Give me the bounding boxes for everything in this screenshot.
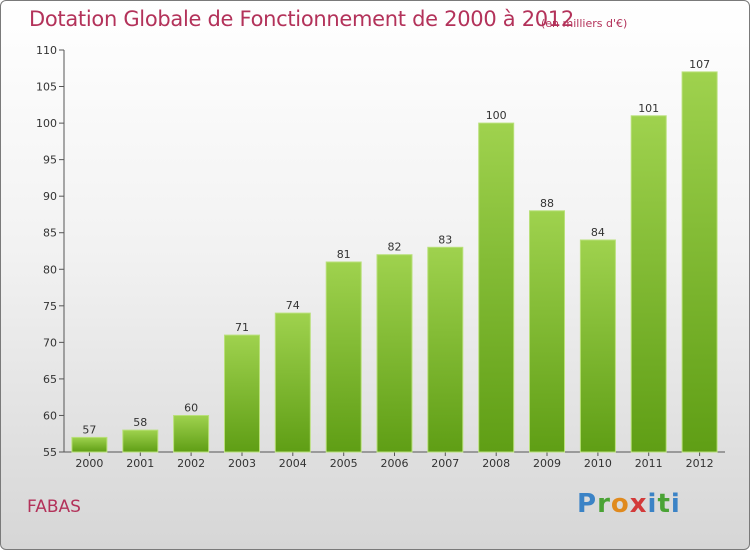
bar-value-label: 84 bbox=[591, 226, 605, 239]
bar-value-label: 83 bbox=[438, 233, 452, 246]
bar-2007 bbox=[427, 246, 464, 453]
bar-value-label: 81 bbox=[337, 248, 351, 261]
bar-2003 bbox=[224, 334, 260, 453]
commune-name: FABAS bbox=[27, 497, 81, 517]
proxiti-logo[interactable]: Proxiti bbox=[577, 489, 681, 519]
bar-value-label: 88 bbox=[540, 197, 554, 210]
bar-2012 bbox=[681, 71, 718, 453]
y-tick-label: 95 bbox=[43, 154, 57, 167]
x-tick-label: 2009 bbox=[533, 457, 561, 470]
x-tick-label: 2012 bbox=[686, 457, 714, 470]
bar-2009 bbox=[529, 210, 565, 453]
bar-value-label: 74 bbox=[286, 299, 300, 312]
bar-2004 bbox=[274, 312, 311, 453]
x-tick-label: 2005 bbox=[330, 457, 358, 470]
y-tick-label: 90 bbox=[43, 190, 57, 203]
x-tick-label: 2002 bbox=[177, 457, 205, 470]
y-tick-label: 105 bbox=[36, 81, 57, 94]
bar-2000 bbox=[71, 436, 108, 453]
bar-2008 bbox=[478, 122, 515, 453]
bar-2002 bbox=[173, 415, 210, 453]
x-tick-label: 2008 bbox=[482, 457, 510, 470]
bar-value-label: 58 bbox=[133, 416, 147, 429]
bar-2001 bbox=[122, 429, 159, 453]
chart-unit: (en milliers d'€) bbox=[541, 17, 628, 30]
y-tick-label: 60 bbox=[43, 409, 57, 422]
x-tick-label: 2000 bbox=[75, 457, 103, 470]
y-tick-label: 70 bbox=[43, 336, 57, 349]
y-tick-label: 65 bbox=[43, 373, 57, 386]
bar-value-label: 100 bbox=[486, 109, 507, 122]
bar-value-label: 60 bbox=[184, 402, 198, 415]
bar-2011 bbox=[630, 115, 667, 453]
bar-2005 bbox=[325, 261, 362, 453]
x-tick-label: 2001 bbox=[126, 457, 154, 470]
bar-value-label: 71 bbox=[235, 321, 249, 334]
x-tick-label: 2007 bbox=[431, 457, 459, 470]
x-tick-label: 2004 bbox=[279, 457, 307, 470]
bar-value-label: 107 bbox=[689, 58, 710, 71]
y-tick-label: 110 bbox=[36, 44, 57, 57]
bar-value-label: 101 bbox=[638, 102, 659, 115]
y-tick-label: 80 bbox=[43, 263, 57, 276]
y-tick-label: 55 bbox=[43, 446, 57, 459]
chart-title: Dotation Globale de Fonctionnement de 20… bbox=[29, 7, 574, 31]
y-tick-label: 100 bbox=[36, 117, 57, 130]
x-tick-label: 2006 bbox=[381, 457, 409, 470]
y-tick-label: 75 bbox=[43, 300, 57, 313]
bar-value-label: 57 bbox=[82, 423, 96, 436]
x-tick-label: 2003 bbox=[228, 457, 256, 470]
bar-value-label: 82 bbox=[388, 241, 402, 254]
x-tick-label: 2010 bbox=[584, 457, 612, 470]
x-axis: 2000 2001 2002 2003 2004 2005 2006 2007 2008 2009… bbox=[64, 451, 725, 470]
y-axis: 55 60 65 70 75 80 85 90 95 100 105 110 bbox=[36, 44, 65, 459]
y-tick-label: 85 bbox=[43, 227, 57, 240]
x-tick-label: 2011 bbox=[635, 457, 663, 470]
bars: 57 58 60 71 74 81 82 83 100 88 84 101 107 bbox=[71, 58, 718, 453]
bar-2006 bbox=[376, 254, 413, 453]
bar-2010 bbox=[579, 239, 616, 453]
